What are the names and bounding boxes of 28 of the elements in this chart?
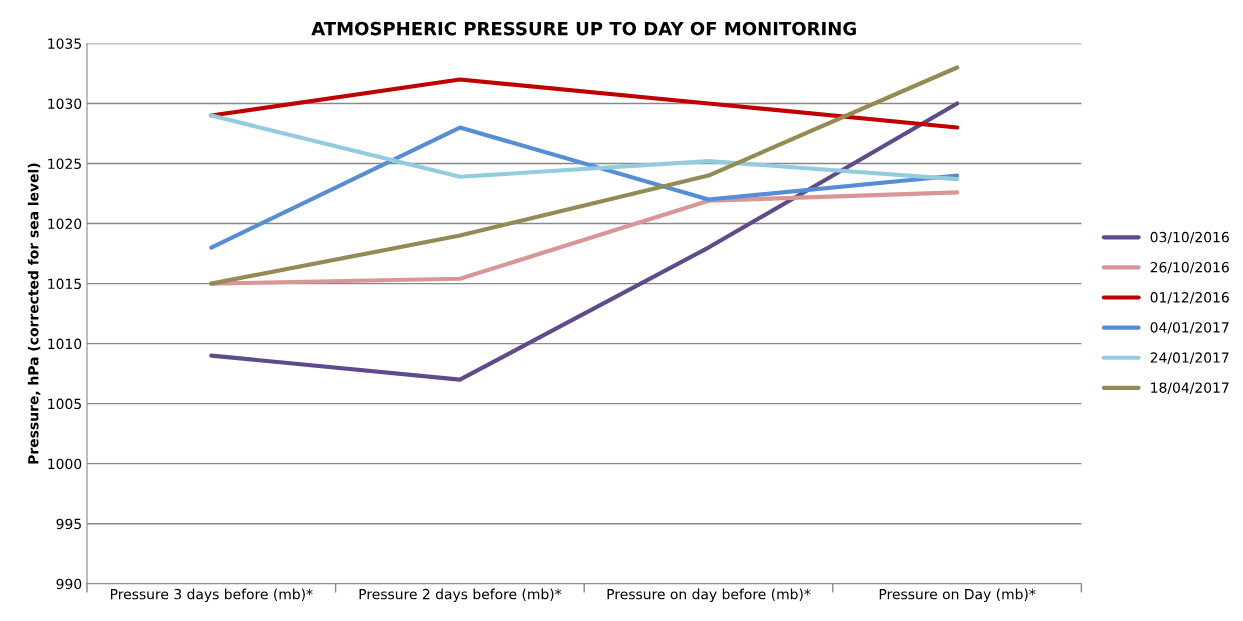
y-tick-label: 1030 — [48, 98, 82, 109]
legend-label: 24/01/2017 — [1150, 352, 1229, 364]
legend-label: 01/12/2016 — [1150, 292, 1229, 304]
chart-title: ATMOSPHERIC PRESSURE UP TO DAY OF MONITORING — [311, 21, 856, 36]
y-tick-label: 995 — [56, 518, 81, 530]
line-series — [209, 65, 960, 286]
x-tick-label: Pressure 3 days before (mb)* — [110, 588, 313, 603]
legend-label: 03/10/2016 — [1150, 231, 1229, 244]
line-series — [209, 125, 960, 250]
y-tick-label: 1010 — [48, 338, 82, 350]
y-tick-label: 1015 — [48, 278, 81, 290]
line-series — [209, 190, 960, 286]
y-tick-label: 990 — [56, 578, 82, 590]
y-tick-label: 1035 — [48, 38, 81, 49]
x-tick-label: Pressure on day before (mb)* — [607, 588, 811, 603]
line-series — [209, 101, 960, 382]
legend-label: 26/10/2016 — [1150, 261, 1229, 274]
line-series — [209, 113, 960, 182]
x-tick-label: Pressure 2 days before (mb)* — [359, 588, 562, 603]
y-tick-label: 1000 — [48, 458, 82, 470]
legend-label: 18/04/2017 — [1151, 382, 1229, 394]
y-tick-label: 1005 — [48, 398, 81, 410]
x-tick-label: Pressure on Day (mb)* — [879, 588, 1036, 603]
line-series — [209, 77, 960, 130]
y-axis-title: Pressure, hPa (corrected for sea level) — [27, 163, 41, 464]
y-tick-label: 1025 — [48, 158, 81, 169]
legend-label: 04/01/2017 — [1150, 322, 1229, 334]
y-tick-label: 1020 — [48, 218, 82, 230]
